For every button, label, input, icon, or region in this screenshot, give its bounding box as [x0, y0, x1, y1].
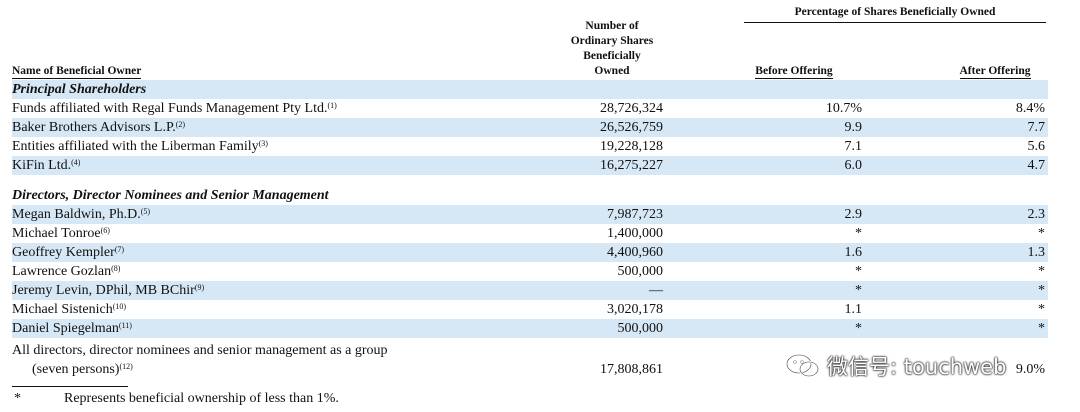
pct-before: * [855, 283, 862, 298]
footnote-ref: (3) [258, 139, 268, 148]
header-after-offering: After Offering [941, 64, 1049, 79]
shares-owned: 26,526,759 [600, 120, 663, 135]
header-number-line: Number of [585, 20, 639, 32]
owner-name: Lawrence Gozlan(8) [12, 264, 121, 279]
footnote-ref: (5) [140, 207, 151, 216]
pct-after: 2.3 [1027, 207, 1046, 222]
shares-owned: 16,275,227 [600, 158, 663, 173]
header-number-line: Ordinary Shares [570, 35, 654, 47]
table-row: Geoffrey Kempler(7) 4,400,960 1.6 1.3 [12, 243, 1048, 262]
table-row: Michael Tonroe(6) 1,400,000 * * [12, 224, 1048, 243]
shares-owned: 4,400,960 [607, 245, 663, 260]
header-percentage-group: Percentage of Shares Beneficially Owned [744, 5, 1046, 23]
section-title: Principal Shareholders [12, 82, 147, 97]
section-title: Directors, Director Nominees and Senior … [12, 188, 329, 203]
pct-after: * [1038, 321, 1045, 336]
pct-before: 6.0 [844, 158, 863, 173]
footnote-ref: (12) [119, 362, 133, 371]
footnote-divider [12, 386, 128, 387]
table-row: Entities affiliated with the Liberman Fa… [12, 137, 1048, 156]
footnote-ref: (10) [112, 302, 127, 311]
pct-before: * [855, 226, 862, 241]
group-total-row: All directors, director nominees and sen… [12, 341, 1048, 379]
owner-name: Funds affiliated with Regal Funds Manage… [12, 101, 337, 116]
pct-after: 5.6 [1027, 139, 1046, 154]
pct-before: 2.9 [844, 207, 863, 222]
footnote-ref: (2) [175, 120, 186, 129]
shares-owned: 500,000 [617, 264, 664, 279]
table-row: Baker Brothers Advisors L.P.(2) 26,526,7… [12, 118, 1048, 137]
owner-name: Michael Sistenich(10) [12, 302, 127, 317]
pct-after: 8.4% [1015, 101, 1045, 116]
table-row: Lawrence Gozlan(8) 500,000 * * [12, 262, 1048, 281]
pct-after: * [1038, 283, 1045, 298]
table-row: Daniel Spiegelman(11) 500,000 * * [12, 319, 1048, 338]
section-row: Directors, Director Nominees and Senior … [12, 186, 1048, 205]
owner-name: Daniel Spiegelman(11) [12, 321, 132, 336]
pct-after: * [1038, 226, 1045, 241]
pct-before: 9.9 [844, 120, 863, 135]
header-before-label: Before Offering [755, 65, 833, 79]
owner-name: Baker Brothers Advisors L.P.(2) [12, 120, 186, 135]
footnote-text: Represents beneficial ownership of less … [64, 391, 339, 406]
header-after-label: After Offering [959, 65, 1031, 79]
footnote-ref: (4) [71, 158, 81, 167]
footnote-ref: (8) [111, 264, 121, 273]
pct-before: * [855, 264, 862, 279]
section-row: Principal Shareholders [12, 80, 1048, 99]
group-shares-owned: 17,808,861 [600, 362, 663, 377]
table-row: KiFin Ltd.(4) 16,275,227 6.0 4.7 [12, 156, 1048, 175]
pct-before: 10.7% [825, 101, 862, 116]
footnote-symbol: * [14, 391, 21, 406]
owner-name: KiFin Ltd.(4) [12, 158, 81, 173]
pct-before: 7.1 [844, 139, 863, 154]
watermark-text: 微信号: touchweb [827, 355, 1007, 379]
pct-before: 1.1 [844, 302, 863, 317]
pct-after: 1.3 [1027, 245, 1046, 260]
footnote-ref: (7) [114, 245, 125, 254]
owner-name: Geoffrey Kempler(7) [12, 245, 125, 260]
owner-name: Michael Tonroe(6) [12, 226, 110, 241]
shares-owned: 19,228,128 [600, 139, 663, 154]
footnote-ref: (11) [118, 321, 132, 330]
owner-name: Jeremy Levin, DPhil, MB BChir(9) [12, 283, 205, 298]
table-row: Funds affiliated with Regal Funds Manage… [12, 99, 1048, 118]
owner-name: Entities affiliated with the Liberman Fa… [12, 139, 268, 154]
footnote-ref: (6) [100, 226, 110, 235]
shares-owned: — [649, 283, 663, 298]
pct-before: * [855, 321, 862, 336]
wechat-logo-icon [785, 353, 820, 378]
shares-owned: 1,400,000 [607, 226, 663, 241]
group-label-line2: (seven persons)(12) [32, 362, 133, 377]
header-number-line: Beneficially [583, 50, 641, 62]
footnote-ref: (1) [327, 101, 337, 110]
table-row: Megan Baldwin, Ph.D.(5) 7,987,723 2.9 2.… [12, 205, 1048, 224]
header-owner-label: Name of Beneficial Owner [12, 65, 142, 79]
pct-after: * [1038, 302, 1045, 317]
group-label-line1: All directors, director nominees and sen… [12, 343, 388, 358]
shares-owned: 3,020,178 [607, 302, 663, 317]
group-pct-after: 9.0% [1015, 362, 1045, 377]
header-number-of-shares: Number of Ordinary Shares Beneficially O… [556, 19, 668, 81]
shares-owned: 28,726,324 [600, 101, 663, 116]
owner-name: Megan Baldwin, Ph.D.(5) [12, 207, 151, 222]
header-owner: Name of Beneficial Owner [12, 64, 142, 79]
footnote-ref: (9) [194, 283, 205, 292]
pct-before: 1.6 [844, 245, 863, 260]
shares-owned: 500,000 [617, 321, 664, 336]
watermark: 微信号: touchweb [785, 351, 1006, 381]
header-number-line: Owned [556, 64, 668, 81]
header-before-offering: Before Offering [735, 64, 853, 79]
table-row: Michael Sistenich(10) 3,020,178 1.1 * [12, 300, 1048, 319]
pct-after: 7.7 [1027, 120, 1046, 135]
pct-after: 4.7 [1027, 158, 1046, 173]
table-row: Jeremy Levin, DPhil, MB BChir(9) — * * [12, 281, 1048, 300]
shares-owned: 7,987,723 [607, 207, 663, 222]
pct-after: * [1038, 264, 1045, 279]
